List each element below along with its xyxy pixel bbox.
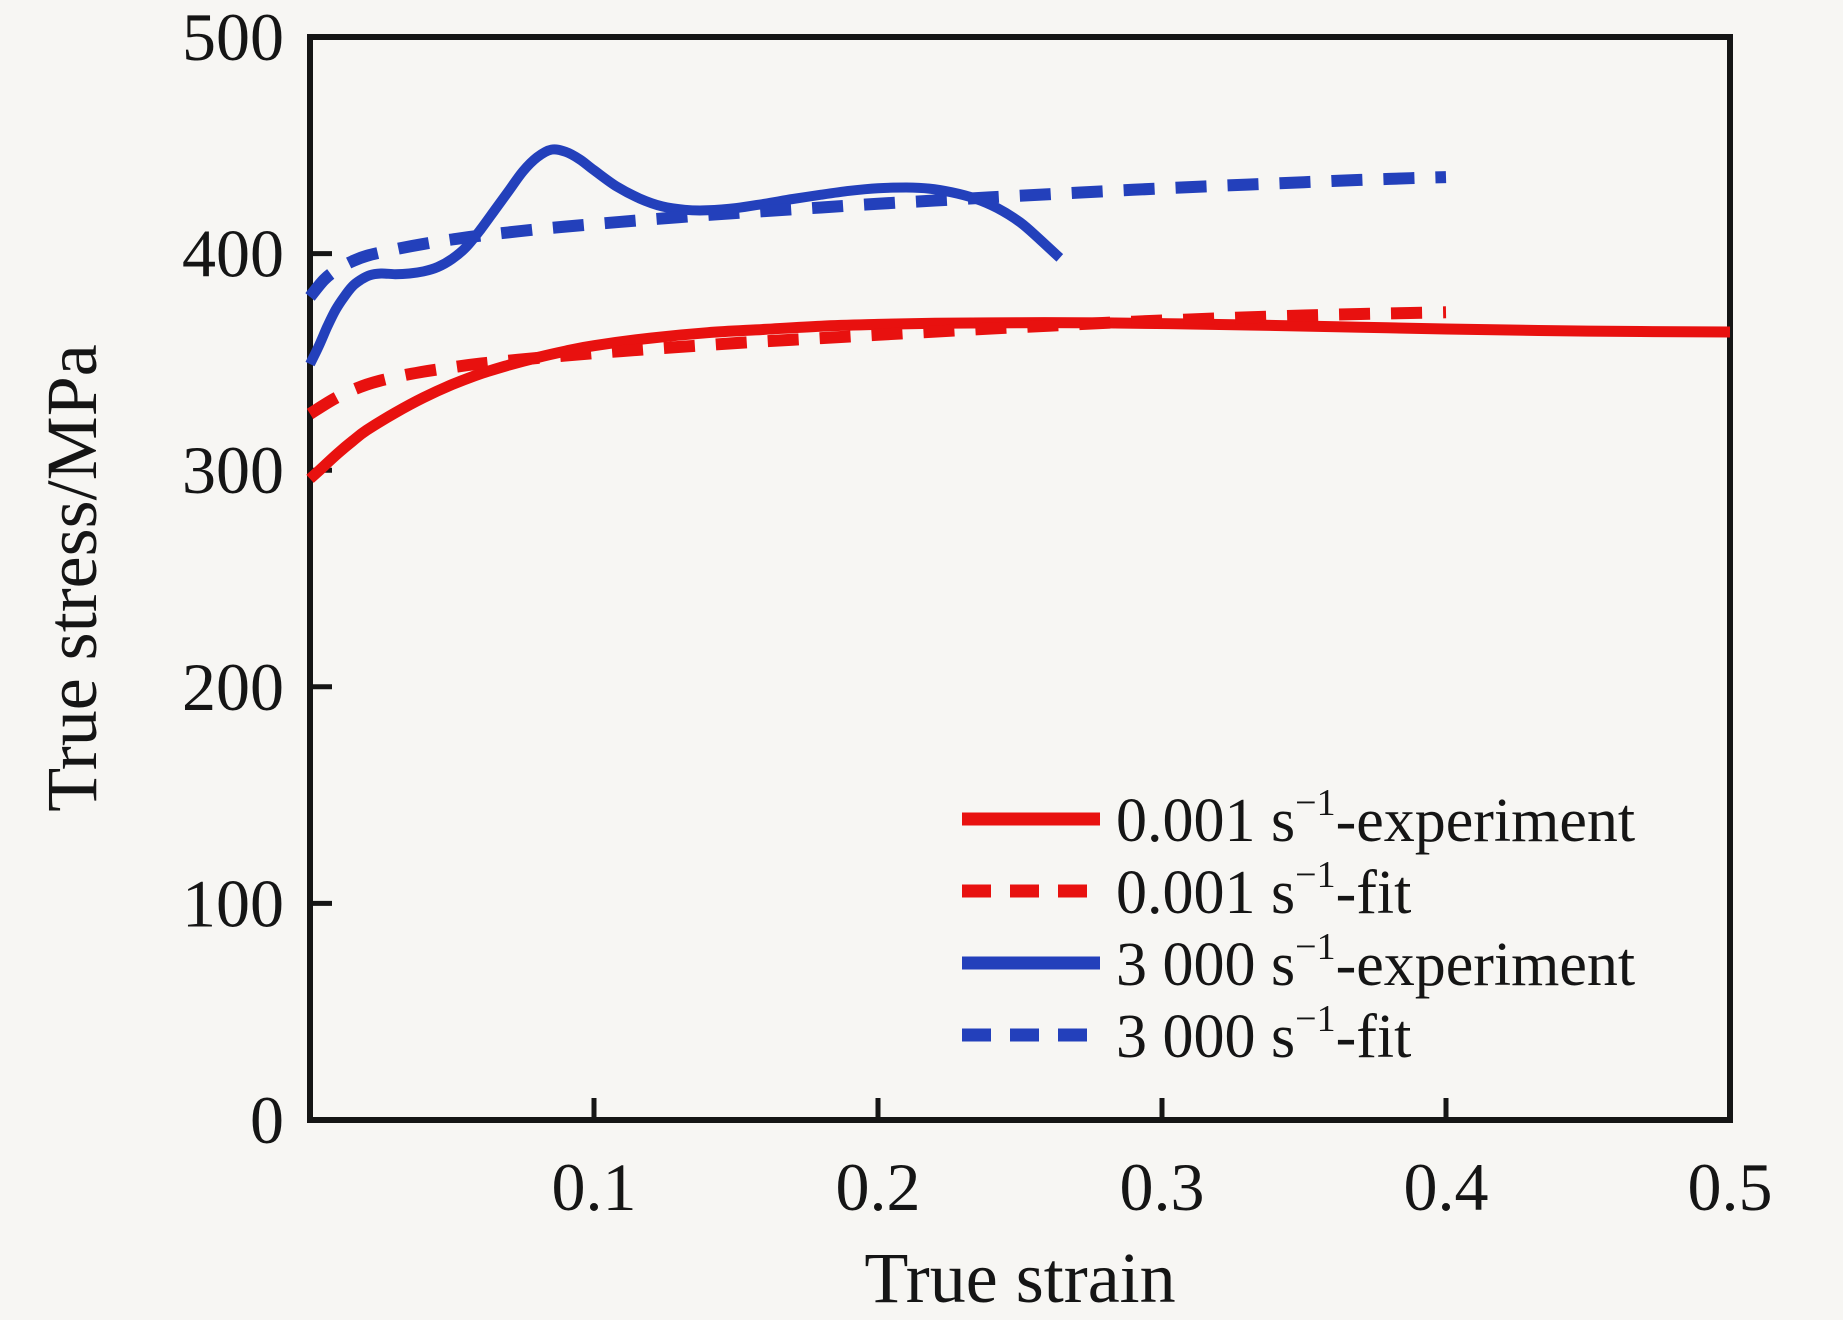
legend-label: 3 000 s−1-experiment: [1116, 926, 1635, 999]
y-tick-label: 200: [182, 649, 284, 725]
legend-item-0-001-s-fit: 0.001 s−1-fit: [962, 854, 1411, 927]
x-tick-label: 0.2: [836, 1149, 921, 1225]
series-line-0-001-s-experiment: [306, 317, 1731, 483]
legend-item-0-001-s-experiment: 0.001 s−1-experiment: [962, 782, 1635, 855]
legend-label: 0.001 s−1-experiment: [1116, 782, 1635, 855]
y-tick-label: 300: [182, 432, 284, 508]
series-line-0-001-s-fit: [306, 306, 1447, 419]
y-tick-label: 500: [182, 0, 284, 75]
series-line-3-000-s-fit: [305, 171, 1447, 301]
legend-label: 0.001 s−1-fit: [1116, 854, 1411, 927]
axis-tick-labels: 0.1 0.2 0.3 0.4 0.5 0 100 200 300 400 500: [182, 0, 1773, 1225]
data-series: [305, 144, 1731, 483]
y-tick-label: 100: [182, 865, 284, 941]
x-tick-label: 0.3: [1120, 1149, 1205, 1225]
y-tick-label: 0: [250, 1082, 284, 1158]
legend-item-3-000-s-experiment: 3 000 s−1-experiment: [962, 926, 1635, 999]
y-tick-label: 400: [182, 216, 284, 292]
x-tick-label: 0.1: [552, 1149, 637, 1225]
y-axis-title: True stress/MPa: [32, 344, 112, 811]
legend-label: 3 000 s−1-fit: [1116, 998, 1411, 1071]
legend-item-3-000-s-fit: 3 000 s−1-fit: [962, 998, 1411, 1071]
x-tick-label: 0.4: [1404, 1149, 1489, 1225]
x-axis-title: True strain: [864, 1238, 1175, 1318]
plot-border: [307, 34, 1733, 1123]
series-line-3-000-s-experiment: [305, 144, 1064, 367]
x-tick-label: 0.5: [1688, 1149, 1773, 1225]
